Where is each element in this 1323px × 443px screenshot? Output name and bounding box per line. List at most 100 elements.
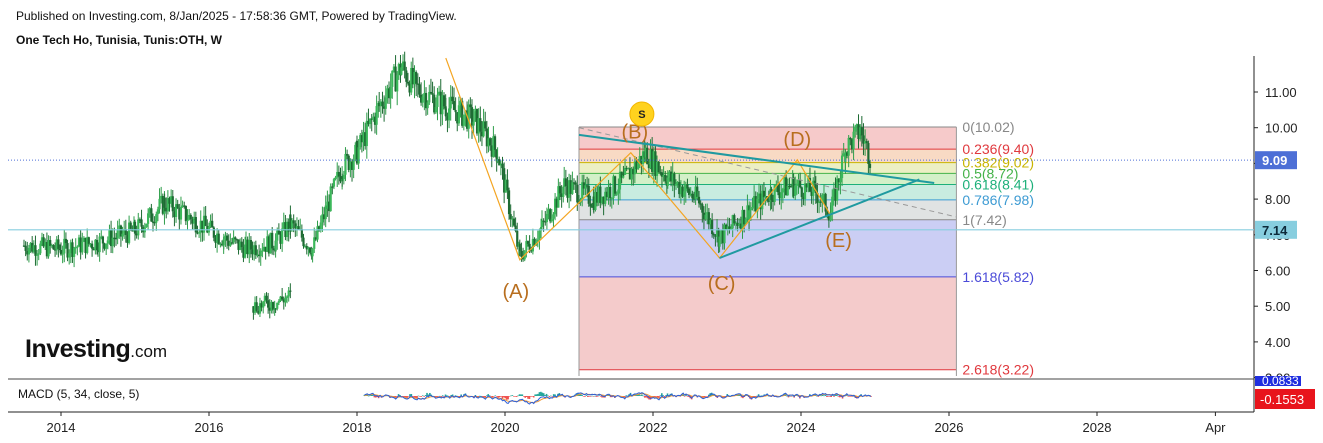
macd-histogram-bar: [521, 394, 524, 396]
y-tick-label: 5.00: [1265, 299, 1290, 314]
candle-body: [686, 184, 689, 189]
candle-body: [512, 218, 516, 226]
candle-body: [836, 178, 839, 201]
candle-body: [297, 226, 300, 230]
candle-body: [637, 162, 640, 170]
candle-body: [860, 127, 863, 136]
candle-body: [364, 132, 367, 147]
candle-body: [400, 67, 403, 75]
macd-histogram-bar: [518, 394, 521, 396]
candle-body: [111, 237, 114, 247]
candle-body: [274, 240, 277, 251]
candle-body: [378, 102, 381, 107]
candle-body: [45, 241, 49, 257]
candle-body: [454, 109, 457, 113]
macd-histogram-bar: [649, 396, 652, 400]
candle-body: [150, 208, 153, 222]
macd-histogram-bar: [417, 395, 420, 397]
macd-histogram-bar: [824, 394, 827, 396]
macd-histogram-bar: [870, 396, 872, 397]
candle-body: [384, 97, 387, 109]
candle-body: [268, 307, 271, 311]
y-tick-label: 4.00: [1265, 335, 1290, 350]
candle-body: [749, 208, 752, 211]
candle-body: [767, 200, 770, 202]
candle-body: [37, 253, 40, 255]
macd-histogram-bar: [550, 395, 552, 397]
candle-body: [61, 253, 64, 255]
macd-value-tag[interactable]: [1255, 376, 1301, 386]
candle-body: [618, 171, 622, 190]
candle-body: [844, 152, 847, 163]
candle-body: [533, 238, 536, 246]
candle-body: [433, 94, 436, 113]
candle-body: [506, 179, 509, 191]
candle-body: [482, 121, 485, 137]
candle-body: [282, 222, 285, 229]
candle-body: [116, 230, 119, 239]
fib-zone: [579, 276, 957, 370]
candle-body: [687, 188, 691, 195]
fib-zone: [579, 219, 957, 277]
candle-body: [347, 155, 350, 170]
candle-body: [627, 168, 630, 170]
x-tick-label: 2026: [935, 420, 964, 435]
x-tick-label: Apr: [1205, 420, 1226, 435]
candle-body: [814, 183, 817, 193]
macd-histogram-bar: [439, 395, 441, 397]
macd-histogram-bar: [759, 395, 761, 397]
macd-histogram-bar: [448, 396, 451, 398]
drawings: [8, 57, 1254, 261]
candle-body: [839, 178, 842, 183]
candle-body: [564, 178, 567, 187]
candle-body: [198, 232, 201, 234]
candle-body: [589, 203, 592, 207]
macd-histogram-bar: [510, 395, 512, 397]
candle-body: [138, 219, 142, 221]
candle-body: [135, 233, 138, 236]
wave-labels: (A) (B) (C) (D) (E) S: [502, 101, 852, 303]
signal-marker[interactable]: [629, 101, 655, 127]
candle-body: [834, 188, 837, 201]
candle-body: [850, 139, 854, 150]
candle-body: [545, 213, 549, 223]
candle-body: [243, 244, 247, 258]
macd-histogram-bar: [592, 396, 595, 397]
candle-body: [94, 239, 97, 251]
price-tag[interactable]: [1255, 220, 1297, 239]
macd-signal-tag[interactable]: [1255, 389, 1315, 409]
candle-body: [196, 232, 199, 234]
candle-body: [444, 108, 447, 117]
candle-body: [819, 201, 822, 203]
candle-body: [106, 240, 109, 244]
candle-body: [757, 193, 761, 199]
candle-body: [795, 183, 798, 186]
candle-body: [827, 216, 830, 221]
candle-body: [253, 302, 257, 313]
candle-body: [346, 153, 349, 156]
candle-body: [201, 220, 204, 233]
macd-histogram-bar: [540, 391, 542, 396]
macd-histogram-bar: [739, 394, 741, 396]
macd-histogram-bar: [786, 395, 788, 397]
candle-body: [673, 173, 676, 186]
price-candles: [22, 51, 872, 320]
candle-body: [842, 153, 845, 156]
triangle-trendline: [578, 133, 935, 185]
candle-body: [599, 186, 602, 204]
candle-body: [82, 237, 86, 242]
fib-level-label: 1.618(5.82): [962, 269, 1034, 285]
candle-body: [52, 245, 55, 250]
candle-body: [845, 152, 849, 156]
price-tag[interactable]: [1255, 151, 1297, 170]
macd-histogram-bar: [679, 396, 682, 397]
candle-body: [738, 223, 741, 226]
candle-body: [255, 302, 258, 311]
candle-body: [807, 177, 810, 188]
macd-histogram-bar: [419, 396, 421, 397]
macd-histogram-bar: [426, 392, 428, 396]
candle-body: [124, 229, 127, 236]
candle-body: [595, 191, 599, 203]
macd-histogram-bar: [783, 393, 786, 396]
